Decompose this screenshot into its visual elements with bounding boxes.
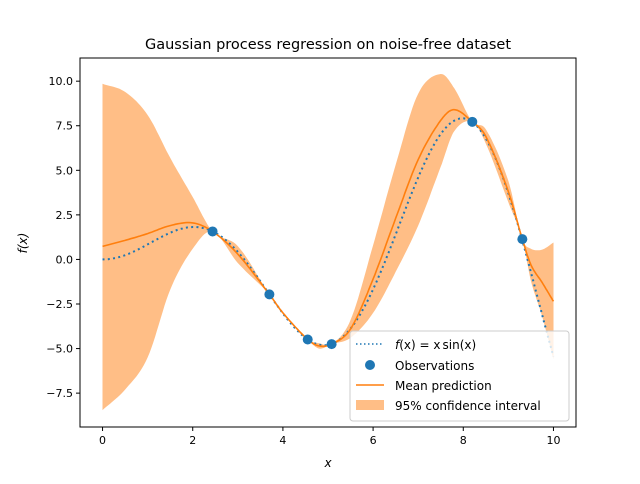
plot-area: [102, 74, 555, 411]
y-tick-label: −2.5: [46, 298, 73, 311]
observation-point: [264, 289, 275, 300]
y-tick-label: 5.0: [56, 164, 74, 177]
observation-point: [302, 334, 313, 345]
observation-point: [517, 234, 528, 245]
x-tick-label: 0: [99, 434, 106, 447]
x-tick-label: 4: [279, 434, 286, 447]
y-axis: −7.5 −5.0 −2.5 0.0 2.5 5.0 7.5 10.0: [46, 75, 80, 400]
y-tick-label: 7.5: [56, 120, 74, 133]
axes-frame: [79, 57, 577, 428]
observation-point: [467, 116, 478, 127]
legend-true-function-label: f(x) = x sin(x): [395, 338, 476, 352]
observation-point: [207, 226, 218, 237]
y-axis-label: f(x): [16, 233, 30, 254]
y-tick-label: 2.5: [56, 209, 74, 222]
y-tick-label: 0.0: [56, 253, 74, 266]
x-tick-label: 2: [189, 434, 196, 447]
y-tick-label: −5.0: [46, 343, 73, 356]
legend-ci-swatch: [356, 400, 384, 410]
legend-box: [349, 330, 570, 422]
chart-title: Gaussian process regression on noise-fre…: [145, 37, 511, 53]
y-tick-label: 10.0: [49, 75, 74, 88]
legend: f(x) = x sin(x) Observations Mean predict…: [349, 330, 570, 422]
x-tick-label: 6: [370, 434, 377, 447]
observation-point: [326, 339, 337, 350]
x-axis-label: x: [323, 456, 332, 470]
legend-observations-label: Observations: [395, 359, 474, 373]
x-tick-label: 10: [546, 434, 560, 447]
y-tick-label: −7.5: [46, 387, 73, 400]
legend-observations-swatch: [365, 360, 375, 370]
mean-prediction-line: [102, 108, 555, 348]
legend-ci-label: 95% confidence interval: [395, 399, 541, 413]
legend-mean-label: Mean prediction: [395, 379, 492, 393]
x-tick-label: 8: [460, 434, 467, 447]
x-axis: 0 2 4 6 8 10: [99, 427, 560, 447]
confidence-interval-band: [102, 74, 554, 411]
